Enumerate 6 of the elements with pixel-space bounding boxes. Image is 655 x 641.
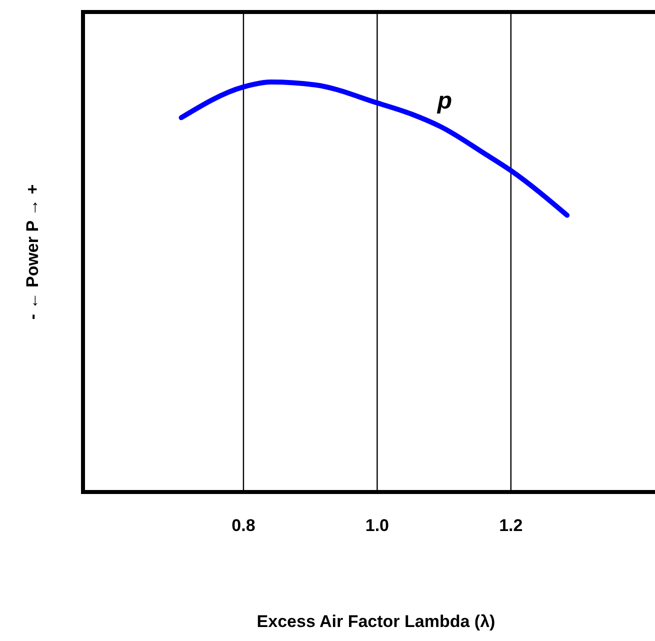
x-tick-label: 1.2 bbox=[499, 516, 523, 535]
x-tick-label: 0.8 bbox=[232, 516, 256, 535]
series-label: p bbox=[436, 88, 452, 115]
y-axis-title: - ← Power P → + bbox=[23, 184, 42, 320]
x-tick-label: 1.0 bbox=[365, 516, 390, 535]
x-axis-title: Excess Air Factor Lambda (λ) bbox=[256, 612, 496, 631]
